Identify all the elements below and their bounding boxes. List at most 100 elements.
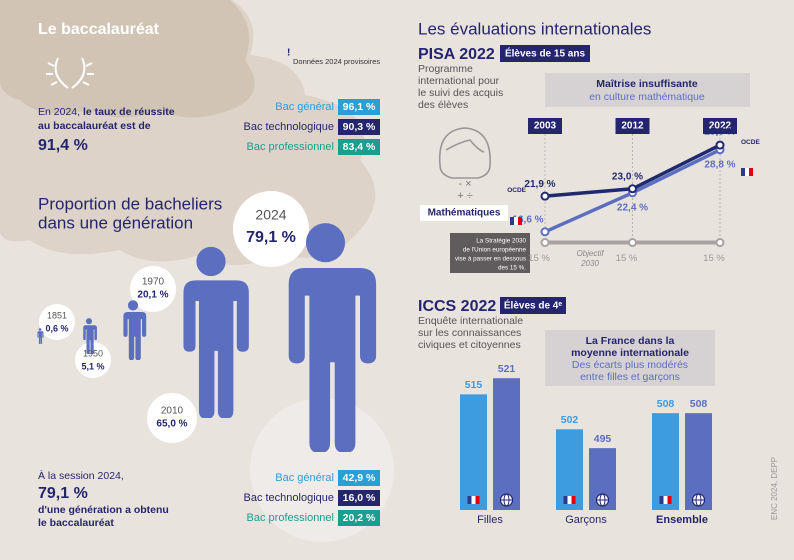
- flag: [475, 496, 480, 504]
- strategy-box: [450, 233, 530, 273]
- year: 1851: [47, 310, 67, 320]
- objective: Objectif: [576, 249, 604, 258]
- row-label: Bac technologique: [243, 492, 334, 504]
- year: 2024: [255, 207, 286, 223]
- strategy-line: La Stratégie 2030: [476, 238, 526, 245]
- row-value: 42,9 %: [343, 472, 376, 484]
- cloud: [0, 0, 255, 118]
- point: [715, 238, 725, 248]
- intro: En 2024, le taux de réussite: [38, 106, 175, 118]
- bar: [460, 394, 487, 510]
- line-chart: 2003 2012 2022 15 % 15 % 15 % 16,6 % 22,4 % 28,8…: [507, 118, 760, 264]
- row-label: Bac général: [275, 101, 334, 113]
- point: [540, 227, 550, 237]
- rate: 91,4 %: [38, 137, 88, 154]
- note-mark: !: [287, 48, 290, 59]
- subject: Mathématiques: [428, 208, 501, 219]
- row-value: 20,2 %: [343, 512, 376, 524]
- description-line: civiques et citoyennes: [418, 339, 521, 351]
- pisa-title: PISA 2022: [418, 46, 495, 63]
- intro-text: au baccalauréat est de: [38, 120, 151, 132]
- flag: [467, 496, 472, 504]
- box: [545, 73, 750, 107]
- value-box: [338, 510, 380, 526]
- heading: Proportion de bacheliers: [38, 194, 222, 213]
- point: [540, 191, 550, 201]
- bar-value: 508: [657, 398, 675, 410]
- category: Filles: [477, 514, 503, 526]
- value-box: [338, 470, 380, 486]
- value-label: 16,6 %: [512, 214, 543, 225]
- box: [545, 330, 715, 386]
- value-label: 15 %: [703, 253, 725, 264]
- box-text: en culture mathématique: [589, 91, 705, 103]
- year: 1970: [142, 277, 165, 288]
- session: À la session 2024,: [38, 469, 124, 482]
- year: 2012: [621, 121, 644, 132]
- row-label: Bac général: [275, 472, 334, 484]
- share: 5,1 %: [81, 361, 104, 371]
- row-label: Bac technologique: [243, 121, 334, 133]
- year: 2022: [709, 121, 732, 132]
- session-text: le baccalauréat: [38, 517, 114, 529]
- years: 1851 0,6 % 1950 5,1 % 1970 20,1 % 2010 65,0 % 20…: [45, 207, 295, 430]
- share: 79,1 %: [246, 229, 296, 246]
- point: [540, 238, 550, 248]
- category: Garçons: [565, 514, 607, 526]
- box-line: Des écarts plus modérés: [572, 359, 688, 371]
- bar-value: 502: [561, 414, 579, 426]
- heading: dans une génération: [38, 213, 193, 232]
- flag: [745, 168, 749, 176]
- description-line: sur les connaissances: [418, 327, 521, 339]
- flag: [471, 496, 476, 504]
- description-line: le suivi des acquis: [418, 87, 503, 99]
- row-label: Bac professionnel: [247, 141, 334, 153]
- flag: [571, 496, 576, 504]
- share: 0,6 %: [45, 323, 68, 333]
- flag: [659, 496, 664, 504]
- row-value: 16,0 %: [343, 492, 376, 504]
- value-box: [338, 139, 380, 155]
- box-line: entre filles et garçons: [580, 371, 680, 383]
- box-line: moyenne internationale: [571, 347, 689, 359]
- intro-text: En 2024,: [38, 106, 80, 118]
- flag: [518, 217, 522, 225]
- point: [628, 238, 637, 248]
- strategy-line: des 15 %.: [498, 265, 526, 272]
- row-value: 96,1 %: [343, 101, 376, 113]
- math-symbols: + ÷: [457, 190, 473, 202]
- bar-chart: 515 521 Filles 502 495 Garçons 508 508 Ensemble: [460, 363, 712, 526]
- bubbles: [39, 191, 309, 443]
- rows: Bac général 42,9 % Bac technologique 16,0 %…: [243, 470, 380, 526]
- category: Ensemble: [656, 514, 708, 526]
- year-box: [703, 118, 737, 134]
- math-icon: [438, 127, 491, 179]
- strategy-line: de l'Union européenne: [463, 247, 527, 254]
- session-value: 79,1 %: [38, 485, 88, 502]
- value-box: [338, 99, 380, 115]
- series-name: OCDE: [507, 187, 526, 194]
- bar-value: 515: [465, 379, 483, 391]
- intro-text: le taux de réussite: [83, 106, 175, 118]
- note: Données 2024 provisoires: [293, 57, 380, 66]
- box-text: Maîtrise insuffisante: [596, 78, 698, 90]
- title: Le baccalauréat: [38, 21, 160, 38]
- flag: [567, 496, 572, 504]
- year-box: [528, 118, 562, 134]
- objective: 2030: [580, 259, 599, 268]
- strategy-line: vise à passer en dessous: [455, 256, 526, 263]
- rows: Bac général 96,1 % Bac technologique 90,3 %…: [243, 99, 380, 155]
- iccs-title: ICCS 2022: [418, 298, 496, 315]
- value-label: 21,9 %: [524, 179, 555, 190]
- share: 20,1 %: [137, 290, 168, 301]
- year: 2010: [161, 406, 184, 417]
- series-name: OCDE: [741, 139, 760, 146]
- year: 1950: [83, 348, 103, 358]
- flag: [510, 217, 514, 225]
- point: [628, 184, 637, 194]
- description-line: international pour: [418, 75, 500, 87]
- value-box: [338, 119, 380, 135]
- value-label: 22,4 %: [617, 202, 648, 213]
